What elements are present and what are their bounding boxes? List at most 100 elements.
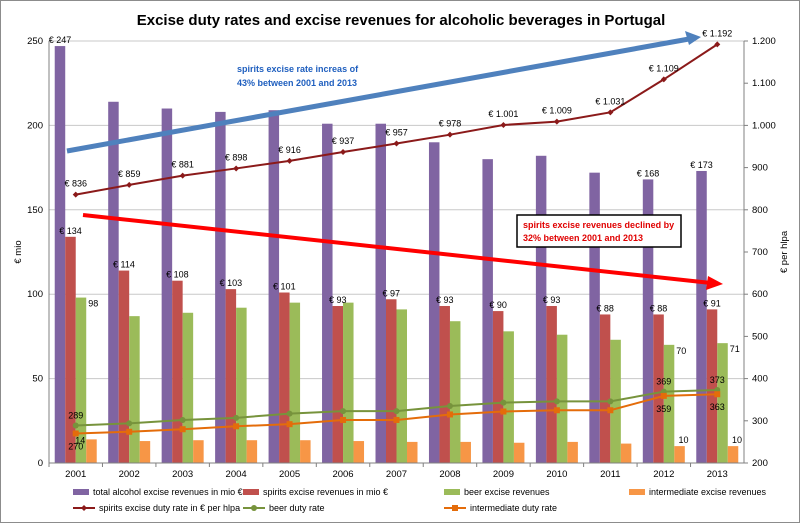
line-data-label: 289 [68,410,83,420]
legend-marker [81,505,87,511]
legend-swatch [73,489,89,495]
line-point [393,408,400,415]
line-group [72,41,721,437]
bar-data-label: € 97 [382,288,400,298]
blue-annotation-box [226,58,368,92]
legend-label: beer excise revenues [464,487,550,497]
line-point [179,416,186,423]
y-right-tick-label: 800 [752,205,768,216]
bar [706,309,718,463]
bar [428,142,440,463]
x-tick-label: 2012 [653,469,674,480]
bar-data-label: € 114 [113,260,135,270]
legend-label: spirits excise duty rate in € per hlpa [99,503,240,513]
line-point [340,416,347,423]
bar-data-label: 14 [75,435,85,445]
line-point [233,165,240,172]
blue-annotation-text: spirits excise rate increas of [237,64,359,74]
x-tick-label: 2004 [226,469,247,480]
legend-swatch [444,489,460,495]
red-annotation-text: 32% between 2001 and 2013 [523,233,643,243]
y-left-tick-label: 0 [38,458,43,469]
bar-data-label: € 93 [329,295,347,305]
arrow-group [66,31,723,290]
line-data-label: € 957 [385,128,408,138]
line-point [553,398,560,405]
bar [620,443,632,463]
line-point [286,157,293,164]
bar-data-label: € 103 [220,278,243,288]
bar-data-label: 10 [679,435,689,445]
line-point [446,403,453,410]
bar [215,111,226,464]
legend-label: intermediate excise revenues [649,487,767,497]
bar [161,108,173,464]
legend-label: total alcohol excise revenues in mio € [93,487,243,497]
bar [482,159,493,463]
bar [65,236,76,463]
bar [322,123,333,463]
line-data-label: 373 [710,375,725,385]
line-point [233,423,240,430]
bar [663,344,675,463]
x-tick-label: 2003 [172,469,193,480]
bar [449,321,461,463]
y-right-tick-label: 700 [752,247,768,258]
legend-swatch [243,489,259,495]
line-data-label: 363 [710,402,725,412]
y-right-tick-label: 500 [752,331,768,342]
bar-data-label: 70 [676,346,686,356]
bar [108,101,119,463]
line-point [660,76,667,83]
bar [279,292,290,463]
bar [535,155,547,463]
line-point [607,407,614,414]
line-data-label: € 1.001 [488,109,518,119]
line-data-label: 369 [656,377,671,387]
bar-data-label: € 134 [59,226,82,236]
line-point [446,131,453,138]
bar [727,446,739,463]
bar-data-label: € 247 [49,35,72,45]
y-right-axis-title: € per hlpa [779,230,790,273]
x-tick-label: 2007 [386,469,407,480]
red-arrowhead [706,276,723,290]
line-point [393,416,400,423]
line-point [553,407,560,414]
x-tick-label: 2009 [493,469,514,480]
bar [492,311,504,463]
y-right-tick-label: 1.000 [752,120,776,131]
bar [674,446,685,463]
line-point [500,399,507,406]
bar-data-label: € 90 [489,300,507,310]
y-left-tick-label: 200 [27,120,43,131]
y-right-tick-label: 600 [752,289,768,300]
line-point [553,118,560,125]
blue-arrowhead [685,31,701,45]
line-data-label: € 881 [171,160,194,170]
red-annotation-box [516,214,682,248]
legend-marker [251,505,257,511]
bar [407,441,418,463]
x-tick-label: 2001 [65,469,86,480]
y-right-tick-label: 1.200 [752,36,776,47]
bar [54,46,66,464]
line-point [179,172,186,179]
bar-data-label: € 88 [596,303,614,313]
bar [139,441,151,463]
bar [289,302,301,463]
bar [717,343,728,463]
bar-data-label: € 168 [637,168,660,178]
legend: total alcohol excise revenues in mio € sp… [73,487,767,513]
bar [86,439,97,463]
line-point [72,191,79,198]
x-tick-label: 2006 [332,469,353,480]
line-data-label: € 1.192 [702,28,732,38]
data-labels: € 247 € 168 € 173 € 134 € 114 € 108 € 103 € 101… [49,28,742,451]
y-left-tick-label: 250 [27,36,43,47]
line-data-label: € 898 [225,152,248,162]
line-data-label: € 859 [118,169,141,179]
y-right-tick-label: 200 [752,458,768,469]
chart-title: Excise duty rates and excise revenues fo… [137,12,666,29]
